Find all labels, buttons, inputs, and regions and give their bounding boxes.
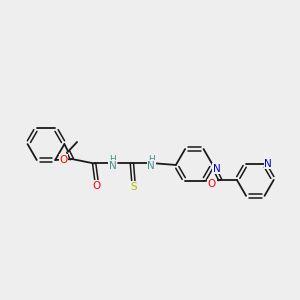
Text: H: H [148,155,154,164]
Text: N: N [213,164,220,174]
Text: O: O [92,181,101,191]
Text: S: S [130,182,137,192]
Text: O: O [59,154,68,164]
Text: N: N [264,159,272,169]
Text: H: H [109,155,116,164]
Text: N: N [147,161,155,171]
Text: O: O [208,179,216,189]
Text: N: N [109,161,116,171]
